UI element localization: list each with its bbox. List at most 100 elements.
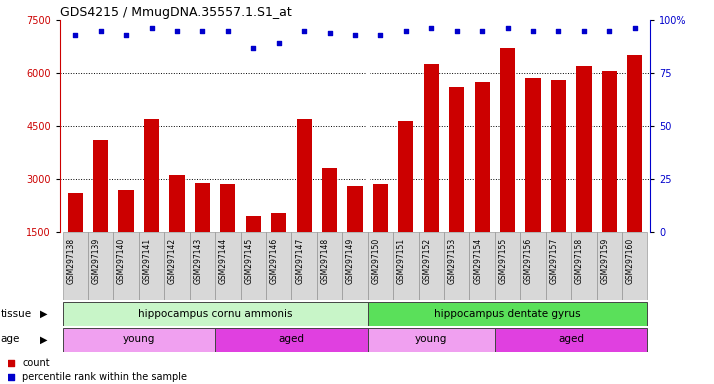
Bar	[418, 232, 444, 300]
Text: GSM297143: GSM297143	[193, 237, 202, 284]
Point	[121, 32, 132, 38]
Bar	[68, 193, 83, 232]
Text: hippocampus dentate gyrus: hippocampus dentate gyrus	[434, 309, 581, 319]
Point	[146, 25, 157, 31]
Bar	[449, 87, 464, 232]
Bar	[63, 232, 88, 300]
Text: GSM297155: GSM297155	[498, 237, 508, 284]
Bar	[348, 186, 363, 232]
Bar	[475, 82, 490, 232]
Text: GSM297140: GSM297140	[117, 237, 126, 284]
Bar	[195, 182, 210, 232]
Bar	[119, 190, 134, 232]
Bar	[322, 169, 337, 232]
Bar	[164, 232, 190, 300]
Bar	[368, 232, 393, 300]
Bar	[215, 232, 241, 300]
Bar	[215, 328, 368, 351]
Bar	[602, 71, 617, 232]
Point	[324, 30, 336, 36]
Text: GSM297151: GSM297151	[397, 237, 406, 283]
Bar	[423, 64, 439, 232]
Text: GSM297160: GSM297160	[625, 237, 635, 284]
Text: tissue: tissue	[1, 309, 32, 319]
Point	[248, 45, 259, 51]
Point	[353, 303, 364, 310]
Text: age: age	[1, 334, 20, 344]
Text: GSM297156: GSM297156	[524, 237, 533, 284]
Point	[196, 28, 208, 34]
Text: GSM297148: GSM297148	[321, 237, 330, 283]
Text: GSM297145: GSM297145	[244, 237, 253, 284]
Bar	[393, 232, 418, 300]
Point	[451, 28, 463, 34]
Point	[298, 28, 310, 34]
Bar	[63, 303, 368, 326]
Bar	[271, 213, 286, 232]
Point	[171, 28, 183, 34]
Point	[222, 28, 233, 34]
Point	[69, 32, 81, 38]
Bar	[373, 184, 388, 232]
Text: ▶: ▶	[39, 334, 47, 344]
Bar	[266, 232, 291, 300]
Bar	[291, 232, 317, 300]
Point	[476, 28, 488, 34]
Bar	[139, 232, 164, 300]
Point	[353, 176, 364, 182]
Text: GSM297153: GSM297153	[448, 237, 457, 284]
Text: GSM297147: GSM297147	[295, 237, 304, 284]
Text: GSM297154: GSM297154	[473, 237, 482, 284]
Text: aged: aged	[558, 334, 584, 344]
Bar	[521, 232, 545, 300]
Point	[528, 28, 539, 34]
Bar	[469, 232, 495, 300]
Bar	[220, 184, 236, 232]
Text: young: young	[123, 334, 155, 344]
Bar	[63, 328, 215, 351]
Text: GSM297142: GSM297142	[168, 237, 177, 283]
Point	[629, 25, 640, 31]
Text: GSM297149: GSM297149	[346, 237, 355, 284]
Text: GDS4215 / MmugDNA.35557.1.S1_at: GDS4215 / MmugDNA.35557.1.S1_at	[60, 6, 292, 19]
Text: hippocampus cornu ammonis: hippocampus cornu ammonis	[138, 309, 292, 319]
Text: GSM297158: GSM297158	[575, 237, 584, 283]
Bar	[114, 232, 139, 300]
Bar	[526, 78, 540, 232]
Text: GSM297157: GSM297157	[550, 237, 558, 284]
Text: aged: aged	[278, 334, 304, 344]
Point	[578, 28, 590, 34]
Text: GSM297152: GSM297152	[422, 237, 431, 283]
Bar	[169, 175, 185, 232]
Point	[400, 28, 411, 34]
Text: GSM297138: GSM297138	[66, 237, 75, 283]
Text: GSM297141: GSM297141	[143, 237, 151, 283]
Text: GSM297150: GSM297150	[371, 237, 381, 284]
Bar	[296, 119, 312, 232]
Bar	[545, 232, 571, 300]
Bar	[627, 55, 643, 232]
Bar	[342, 232, 368, 300]
Point	[603, 28, 615, 34]
Bar	[622, 232, 648, 300]
Text: GSM297159: GSM297159	[600, 237, 609, 284]
Text: ▶: ▶	[39, 309, 47, 319]
Point	[426, 25, 437, 31]
Bar	[550, 80, 566, 232]
Bar	[246, 216, 261, 232]
Bar	[597, 232, 622, 300]
Bar	[500, 48, 516, 232]
Bar	[93, 140, 109, 232]
Text: GSM297144: GSM297144	[219, 237, 228, 284]
Bar	[88, 232, 114, 300]
Text: count: count	[22, 358, 50, 368]
Bar	[576, 66, 591, 232]
Bar	[495, 232, 521, 300]
Bar	[368, 303, 648, 326]
Point	[349, 32, 361, 38]
Bar	[317, 232, 342, 300]
Bar	[144, 119, 159, 232]
Point	[95, 28, 106, 34]
Point	[273, 40, 284, 46]
Bar	[571, 232, 597, 300]
